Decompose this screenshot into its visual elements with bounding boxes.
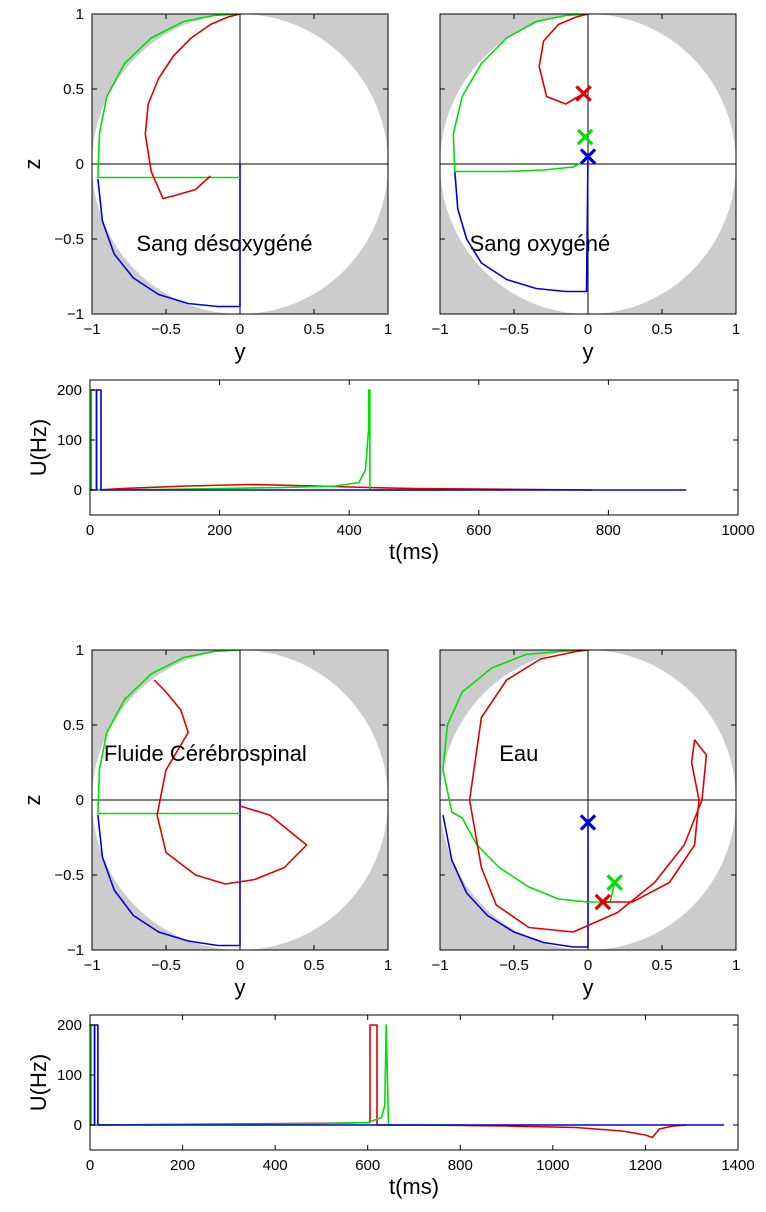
y-tick-label: 0.5 (63, 81, 84, 98)
series-line-blue (97, 164, 241, 308)
series-line-green (97, 14, 241, 179)
chart-panel-5: −1 −0.5 0 0.5 1 y Eau (431, 649, 740, 1000)
plot-background (90, 380, 738, 515)
series-line-red (468, 650, 708, 933)
series-line-green (452, 14, 589, 173)
y-tick-label: −1 (67, 306, 84, 323)
panel-label: Sang désoxygéné (136, 231, 312, 256)
axes-box (89, 1014, 739, 1151)
y-tick-label: −0.5 (54, 231, 84, 248)
x-tick-label: 200 (170, 1157, 195, 1174)
end-marker-blue (579, 814, 597, 831)
x-tick-label: 0 (86, 522, 94, 539)
axes-box (89, 379, 739, 516)
x-tick-label: −1 (83, 321, 100, 338)
series-line-blue (97, 800, 241, 947)
y-axis-label: z (20, 159, 45, 170)
x-tick-label: 0 (86, 1157, 94, 1174)
y-tick-label: 0 (76, 156, 84, 173)
series-line-blue (454, 156, 589, 293)
y-tick-label: 200 (57, 1017, 82, 1034)
series-group (442, 650, 708, 948)
y-tick-label: 0 (76, 792, 84, 809)
x-tick-label: 1400 (721, 1157, 754, 1174)
x-tick-label: −1 (431, 957, 448, 974)
series-line-red (153, 679, 308, 885)
x-axis-label: y (583, 339, 594, 364)
x-tick-label: 400 (337, 522, 362, 539)
chart-panel-6: 0 200 400 600 800 1000 1200 1400 0 100 200 t(ms) U(H… (26, 1014, 755, 1199)
x-axis-label: y (583, 975, 594, 1000)
series-group (97, 14, 241, 308)
x-tick-label: 0.5 (304, 957, 325, 974)
x-tick-label: 1200 (629, 1157, 662, 1174)
y-tick-label: 100 (57, 1067, 82, 1084)
y-tick-label: −0.5 (54, 867, 84, 884)
x-axis-label: t(ms) (389, 1174, 439, 1199)
series-line-blue (442, 814, 589, 948)
y-tick-label: 1 (76, 6, 84, 23)
y-tick-label: 100 (57, 432, 82, 449)
x-tick-label: 0.5 (652, 957, 673, 974)
y-axis-label: U(Hz) (26, 419, 51, 476)
chart-panel-1: −1 −0.5 0 0.5 1 −1 −0.5 0 0.5 1 y z Sang désoxygéné (20, 6, 392, 364)
x-tick-label: −0.5 (499, 321, 529, 338)
x-tick-label: 600 (355, 1157, 380, 1174)
x-tick-label: 1000 (721, 522, 754, 539)
x-tick-label: 1 (732, 321, 740, 338)
x-tick-label: 1 (732, 957, 740, 974)
x-tick-label: −1 (83, 957, 100, 974)
x-axis-label: y (235, 339, 246, 364)
x-tick-label: 800 (448, 1157, 473, 1174)
y-tick-label: 0 (74, 482, 82, 499)
x-tick-label: 200 (207, 522, 232, 539)
panel-label: Eau (499, 741, 538, 766)
y-tick-label: 1 (76, 642, 84, 659)
x-tick-label: −1 (431, 321, 448, 338)
x-tick-label: 0 (236, 321, 244, 338)
x-axis-label: t(ms) (389, 539, 439, 564)
y-tick-label: −1 (67, 942, 84, 959)
x-tick-label: −0.5 (499, 957, 529, 974)
series-line-red (538, 14, 589, 105)
series-line-blue (90, 389, 687, 491)
end-marker-green (606, 874, 623, 891)
x-tick-label: 1000 (536, 1157, 569, 1174)
panel-label: Sang oxygéné (470, 231, 611, 256)
series-line-green (97, 650, 241, 815)
y-axis-label: U(Hz) (26, 1054, 51, 1111)
x-tick-label: 1 (384, 957, 392, 974)
x-tick-label: 800 (596, 522, 621, 539)
chart-panel-2: −1 −0.5 0 0.5 1 y Sang oxygéné (431, 13, 740, 364)
series-line-red (144, 14, 241, 200)
plot-background (90, 1015, 738, 1150)
end-marker-green (576, 128, 594, 146)
y-axis-label: z (20, 795, 45, 806)
end-marker-red (594, 893, 612, 911)
y-tick-label: 0 (74, 1117, 82, 1134)
series-group (97, 650, 308, 947)
x-tick-label: 0.5 (652, 321, 673, 338)
panel-label: Fluide Cérébrospinal (104, 741, 307, 766)
x-axis-label: y (235, 975, 246, 1000)
chart-panel-3: 0 200 400 600 800 1000 0 100 200 t(ms) U(Hz) (26, 379, 755, 564)
x-tick-label: −0.5 (151, 957, 181, 974)
x-tick-label: −0.5 (151, 321, 181, 338)
end-marker-blue (579, 148, 597, 165)
x-tick-label: 400 (263, 1157, 288, 1174)
series-group (452, 14, 589, 293)
x-tick-label: 1 (384, 321, 392, 338)
x-tick-label: 0.5 (304, 321, 325, 338)
y-tick-label: 200 (57, 382, 82, 399)
x-tick-label: 0 (584, 957, 592, 974)
x-tick-label: 600 (466, 522, 491, 539)
y-tick-label: 0.5 (63, 717, 84, 734)
x-tick-label: 0 (236, 957, 244, 974)
series-line-green (442, 650, 616, 903)
end-marker-red (575, 85, 592, 102)
x-tick-label: 0 (584, 321, 592, 338)
chart-panel-4: −1 −0.5 0 0.5 1 −1 −0.5 0 0.5 1 y z Fluide Cérébrosp… (20, 642, 392, 1000)
